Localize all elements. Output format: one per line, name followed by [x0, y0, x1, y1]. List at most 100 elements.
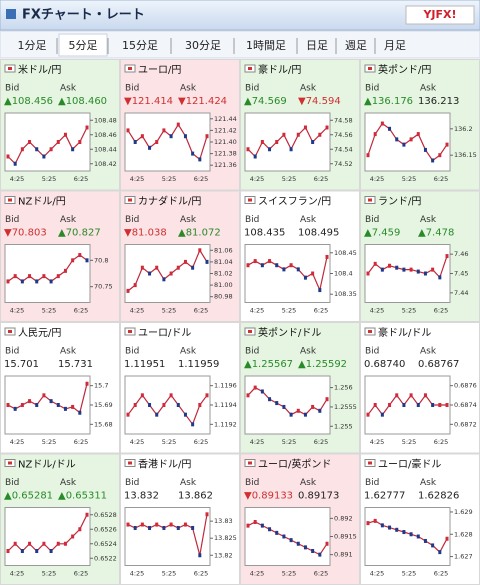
- ask-value: 0.89173: [298, 491, 339, 502]
- chart-box: [124, 112, 211, 172]
- pair-name[interactable]: NZドル/円: [18, 197, 66, 208]
- tab[interactable]: 1分足: [18, 39, 47, 52]
- candle: [140, 265, 144, 270]
- candle: [78, 253, 82, 258]
- candle: [373, 518, 377, 523]
- ask-label: Ask: [180, 215, 197, 225]
- pair-name[interactable]: 人民元/円: [18, 327, 61, 339]
- candle: [85, 125, 89, 130]
- pair-name[interactable]: 英ポンド/円: [378, 63, 431, 76]
- pair-name[interactable]: ランド/円: [378, 196, 421, 208]
- pair-name[interactable]: ユーロ/英ポンド: [258, 458, 331, 471]
- candle: [155, 265, 159, 270]
- candle: [198, 157, 202, 162]
- x-tick-label: 6:25: [314, 307, 329, 315]
- x-tick-label: 4:25: [250, 438, 265, 446]
- y-tick-label: 15.7: [94, 382, 108, 390]
- candle: [169, 134, 173, 139]
- candle: [85, 258, 89, 263]
- candle: [388, 403, 392, 407]
- candle: [140, 522, 144, 527]
- candle: [253, 259, 257, 264]
- candle: [431, 158, 435, 163]
- pair-name[interactable]: カナダドル/円: [138, 195, 201, 208]
- candle: [402, 267, 406, 272]
- x-tick-label: 5:25: [282, 438, 297, 446]
- tab-selected-bg: [58, 33, 108, 57]
- pair-name[interactable]: NZドル/ドル: [18, 460, 76, 471]
- candle: [205, 512, 209, 517]
- x-tick-label: 4:25: [250, 570, 265, 578]
- y-tick-label: 74.54: [334, 145, 353, 153]
- tab[interactable]: 週足: [345, 39, 367, 52]
- logo: YJFX!: [422, 8, 456, 21]
- candle: [445, 536, 449, 541]
- y-tick-label: 13.83: [214, 517, 233, 525]
- candle: [423, 393, 427, 398]
- y-tick-label: 1.1196: [214, 382, 237, 390]
- candle: [431, 403, 435, 407]
- pair-name[interactable]: 豪ドル/円: [258, 63, 301, 76]
- candle: [416, 269, 420, 274]
- tab[interactable]: 15分足: [122, 39, 158, 52]
- candle: [148, 525, 152, 530]
- candle: [380, 523, 384, 528]
- tab[interactable]: 日足: [306, 39, 328, 52]
- tab[interactable]: 月足: [384, 39, 406, 52]
- x-tick-label: 5:25: [402, 307, 417, 315]
- tab[interactable]: 5分足: [69, 39, 98, 52]
- candle: [275, 140, 279, 144]
- x-tick-label: 5:25: [402, 570, 417, 578]
- flag-mark: [368, 461, 372, 465]
- pair-name[interactable]: 英ポンド/ドル: [258, 326, 321, 339]
- candle: [253, 385, 257, 390]
- candle: [71, 147, 75, 152]
- candle: [311, 404, 315, 409]
- pair-name[interactable]: 香港ドル/円: [138, 459, 191, 471]
- x-tick-label: 5:25: [42, 307, 57, 315]
- candle: [246, 263, 250, 268]
- logo-box: [405, 5, 475, 25]
- candle: [133, 525, 137, 530]
- pair-name[interactable]: ユーロ/豪ドル: [378, 458, 441, 471]
- ask-value: 136.213: [418, 96, 459, 107]
- candle: [380, 412, 384, 417]
- candle: [289, 412, 293, 417]
- candle: [35, 147, 39, 152]
- y-tick-label: 0.6872: [454, 420, 477, 428]
- candle: [282, 404, 286, 409]
- pair-name[interactable]: 豪ドル/ドル: [378, 326, 431, 339]
- candle: [78, 410, 82, 415]
- candle: [191, 525, 195, 530]
- y-tick-label: 121.36: [214, 161, 237, 169]
- candle: [205, 259, 209, 264]
- tab[interactable]: 30分足: [185, 39, 221, 52]
- x-tick-label: 5:25: [162, 438, 177, 446]
- ask-label: Ask: [300, 347, 317, 357]
- ask-value: ▲108.460: [58, 96, 107, 107]
- candle: [366, 153, 370, 158]
- flag-mark: [248, 461, 252, 465]
- candle: [445, 403, 449, 407]
- pair-name[interactable]: スイスフラン/円: [258, 196, 331, 208]
- candle: [155, 140, 159, 144]
- bid-label: Bid: [365, 215, 379, 225]
- ask-value: ▲1.25592: [298, 359, 347, 370]
- candle: [246, 147, 250, 152]
- candle: [325, 254, 329, 259]
- candle: [42, 274, 46, 279]
- candle: [198, 553, 202, 558]
- x-tick-label: 4:25: [130, 570, 145, 578]
- chart-box: [4, 112, 91, 172]
- pair-name[interactable]: ユーロ/円: [138, 65, 181, 76]
- y-tick-label: 15.69: [94, 401, 113, 409]
- y-tick-label: 7.44: [454, 289, 468, 297]
- ask-label: Ask: [300, 84, 317, 94]
- candle: [169, 522, 173, 527]
- pair-name[interactable]: ユーロ/ドル: [138, 328, 191, 339]
- x-tick-label: 6:25: [314, 570, 329, 578]
- tab[interactable]: 1時間足: [246, 39, 286, 52]
- pair-name[interactable]: 米ドル/円: [18, 63, 61, 76]
- x-tick-label: 6:25: [74, 570, 89, 578]
- y-tick-label: 1.627: [454, 553, 473, 561]
